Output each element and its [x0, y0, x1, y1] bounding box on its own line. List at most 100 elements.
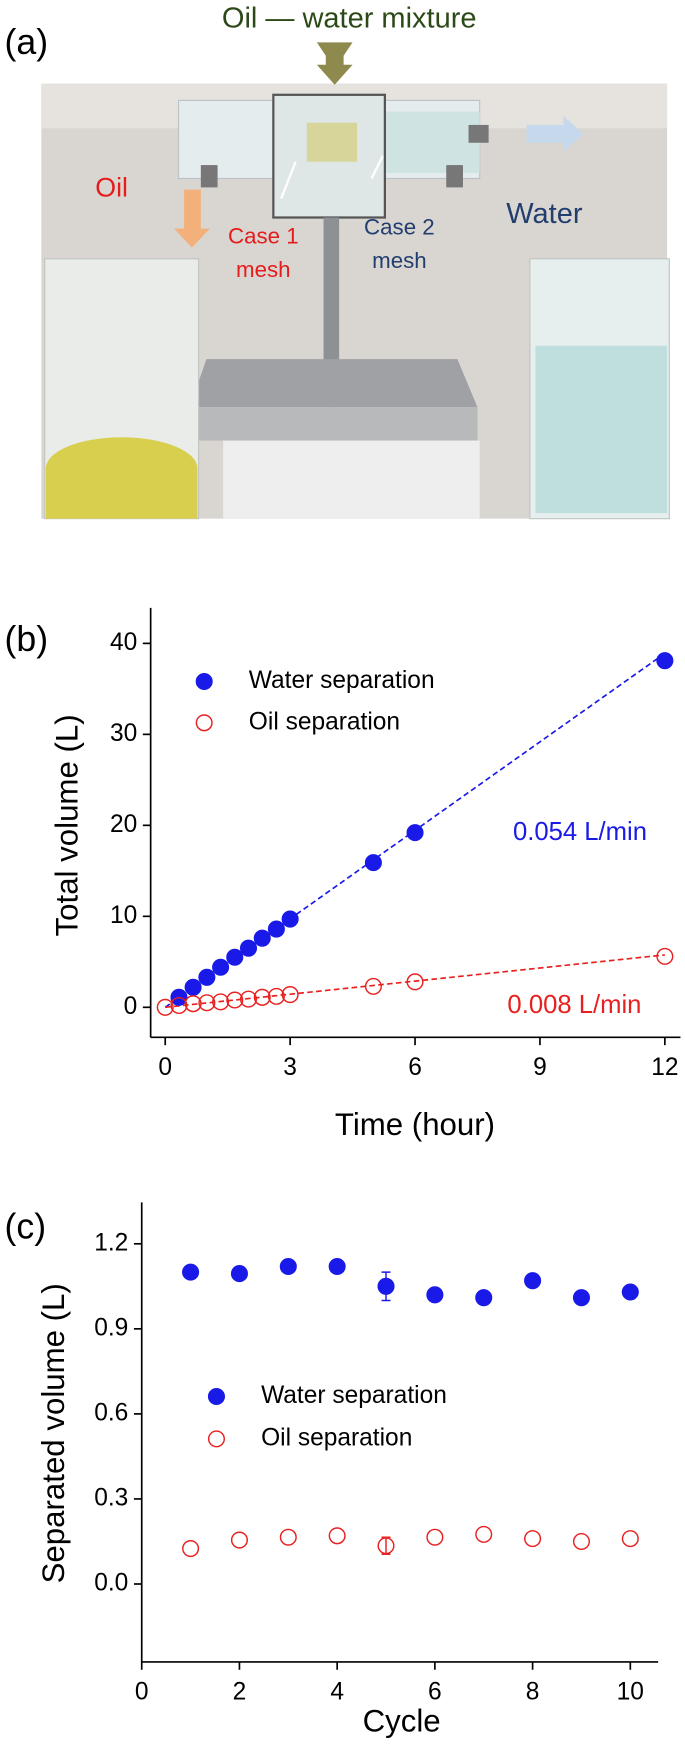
y-tick-label: 30: [110, 720, 137, 747]
panel-label: (a): [5, 22, 49, 62]
x-tick-label: 2: [233, 1679, 247, 1706]
x-tick-label: 6: [428, 1679, 442, 1706]
data-point: [572, 1289, 590, 1307]
x-tick-label: 10: [617, 1679, 644, 1706]
stand-base: [189, 407, 478, 441]
data-point: [621, 1530, 639, 1548]
data-point: [475, 1525, 493, 1543]
legend-marker: [207, 1387, 225, 1406]
data-point: [364, 854, 382, 872]
photo: [41, 42, 670, 520]
legend-label: Oil separation: [261, 1424, 412, 1451]
case2-label: Case 2: [364, 215, 435, 240]
data-point: [656, 652, 674, 670]
data-point: [253, 929, 271, 947]
arrow-water: [526, 116, 584, 152]
data-point: [377, 1537, 395, 1555]
y-tick-label: 1.2: [94, 1229, 128, 1256]
fit-line: [165, 954, 665, 1009]
panel-label: (c): [5, 1207, 47, 1247]
data-point: [212, 958, 230, 976]
data-point: [406, 824, 424, 842]
case2-label: mesh: [372, 248, 427, 273]
photo-title: Oil — water mixture: [222, 3, 477, 35]
data-point: [524, 1530, 542, 1548]
annotation: 0.054 L/min: [513, 818, 647, 846]
data-point: [184, 978, 202, 996]
x-tick-label: 6: [408, 1054, 422, 1081]
data-point: [328, 1257, 346, 1276]
case1-label: mesh: [236, 257, 291, 282]
data-point: [377, 1277, 395, 1295]
data-point: [230, 1265, 248, 1283]
x-tick-label: 3: [283, 1054, 297, 1081]
pointer: [370, 155, 384, 179]
data-point: [406, 973, 424, 991]
y-axis-label: Separated volume (L): [36, 1283, 71, 1583]
data-point: [364, 977, 382, 995]
data-point: [426, 1286, 444, 1304]
stand-top: [189, 359, 478, 408]
data-point: [281, 910, 299, 928]
data-point: [239, 939, 258, 957]
data-point: [621, 1283, 639, 1301]
x-tick-label: 12: [651, 1054, 678, 1081]
legend-marker: [207, 1430, 225, 1448]
x-axis-label: Time (hour): [335, 1107, 495, 1142]
data-point: [328, 1527, 346, 1545]
valve: [200, 165, 218, 188]
data-point: [182, 1540, 200, 1558]
x-tick-label: 8: [526, 1679, 540, 1706]
data-point: [239, 990, 258, 1008]
water-label: Water: [506, 198, 583, 230]
data-point: [184, 995, 202, 1013]
y-tick-label: 0.0: [94, 1569, 128, 1596]
legend-marker: [195, 672, 213, 691]
data-point: [524, 1272, 542, 1290]
legend-label: Water separation: [261, 1382, 447, 1409]
data-point: [426, 1528, 444, 1546]
data-point: [281, 986, 299, 1004]
oil-liquid: [45, 468, 198, 519]
data-point: [267, 987, 285, 1005]
data-point: [656, 947, 674, 965]
data-point: [198, 968, 216, 986]
data-point: [226, 991, 244, 1009]
y-tick-label: 40: [110, 629, 137, 656]
data-point: [279, 1528, 297, 1546]
oil-label: Oil: [95, 173, 128, 203]
water-channel: [368, 111, 480, 173]
data-point: [267, 920, 285, 938]
x-axis-label: Cycle: [363, 1704, 441, 1739]
arrow-down: [316, 42, 353, 85]
panel-label: (b): [5, 619, 49, 659]
data-point: [279, 1257, 297, 1276]
x-tick-label: 0: [158, 1054, 172, 1081]
y-tick-label: 0: [124, 993, 138, 1020]
arrow-oil: [174, 189, 210, 248]
case1-label: Case 1: [228, 223, 299, 248]
y-tick-label: 0.3: [94, 1484, 128, 1511]
data-point: [198, 994, 216, 1012]
data-point: [475, 1289, 493, 1307]
data-point: [156, 998, 174, 1016]
x-tick-label: 0: [135, 1679, 149, 1706]
y-axis-label: Total volume (L): [49, 714, 84, 936]
x-tick-label: 4: [330, 1679, 344, 1706]
data-point: [170, 996, 188, 1015]
legend-label: Water separation: [249, 667, 435, 694]
legend-label: Oil separation: [249, 708, 400, 735]
data-point: [226, 948, 244, 966]
data-point: [253, 988, 271, 1006]
data-point: [230, 1531, 248, 1549]
pointer: [280, 161, 297, 199]
y-tick-label: 10: [110, 902, 137, 929]
y-tick-label: 0.6: [94, 1399, 128, 1426]
data-point: [572, 1532, 590, 1551]
data-point: [182, 1263, 200, 1281]
x-tick-label: 9: [533, 1054, 547, 1081]
legend-marker: [195, 714, 213, 732]
annotation: 0.008 L/min: [507, 991, 641, 1019]
cloth: [223, 440, 480, 519]
